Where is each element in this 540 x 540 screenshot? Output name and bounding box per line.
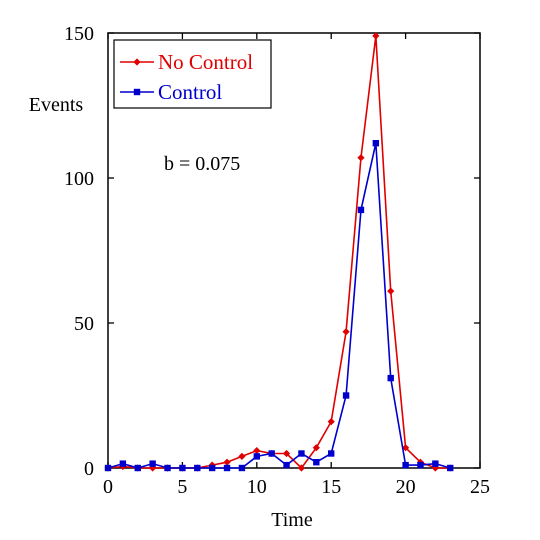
data-point — [179, 464, 186, 472]
data-point — [283, 461, 290, 469]
data-point — [357, 206, 365, 214]
data-point — [194, 464, 201, 472]
data-point — [327, 418, 335, 426]
axes: 0 5 10 15 20 25 0 50 100 150 — [64, 23, 490, 498]
x-tick-label: 25 — [470, 476, 490, 498]
data-point — [149, 460, 156, 467]
data-point — [342, 328, 350, 336]
data-point — [402, 444, 410, 452]
data-point — [328, 450, 335, 457]
series-line — [107, 143, 451, 469]
data-point — [268, 450, 275, 457]
x-axis-label: Time — [271, 509, 313, 531]
data-point — [342, 392, 350, 399]
data-point — [134, 464, 141, 472]
data-point — [387, 374, 394, 382]
data-point — [238, 452, 246, 460]
data-point — [164, 464, 171, 472]
data-point — [372, 32, 380, 40]
data-point — [223, 464, 231, 472]
x-tick-label: 10 — [247, 476, 267, 498]
data-point — [223, 458, 231, 466]
series-control — [104, 140, 454, 472]
data-point — [372, 140, 380, 147]
x-tick-label: 20 — [396, 476, 416, 498]
data-point — [253, 447, 261, 455]
annotation-b-value: b = 0.075 — [164, 153, 240, 175]
series-layer — [104, 32, 454, 472]
data-point — [104, 464, 112, 472]
data-point — [119, 460, 127, 467]
y-tick-label: 150 — [64, 23, 94, 45]
data-point — [298, 450, 305, 457]
data-point — [238, 464, 246, 472]
legend-box — [113, 39, 272, 109]
legend-label: No Control — [158, 50, 253, 74]
plot-frame — [107, 32, 481, 469]
data-point — [297, 464, 306, 472]
data-point — [313, 459, 320, 466]
y-tick-label: 0 — [84, 458, 94, 480]
data-point — [253, 453, 260, 460]
data-point — [417, 461, 424, 469]
x-tick-label: 0 — [103, 476, 113, 498]
data-point — [402, 461, 409, 469]
data-point — [357, 154, 365, 162]
x-tick-label: 5 — [177, 476, 187, 498]
y-tick-label: 100 — [64, 168, 94, 190]
y-tick-label: 50 — [74, 313, 94, 335]
data-point — [312, 444, 320, 452]
legend-marker — [133, 58, 141, 66]
legend: No Control Control — [113, 39, 272, 109]
data-point — [447, 464, 454, 472]
data-point — [282, 449, 291, 458]
legend-marker — [133, 88, 141, 96]
data-point — [387, 287, 395, 295]
data-point — [432, 460, 439, 467]
data-point — [208, 464, 216, 472]
x-tick-label: 15 — [321, 476, 341, 498]
y-axis-label: Events — [29, 94, 84, 116]
legend-label: Control — [158, 80, 222, 104]
